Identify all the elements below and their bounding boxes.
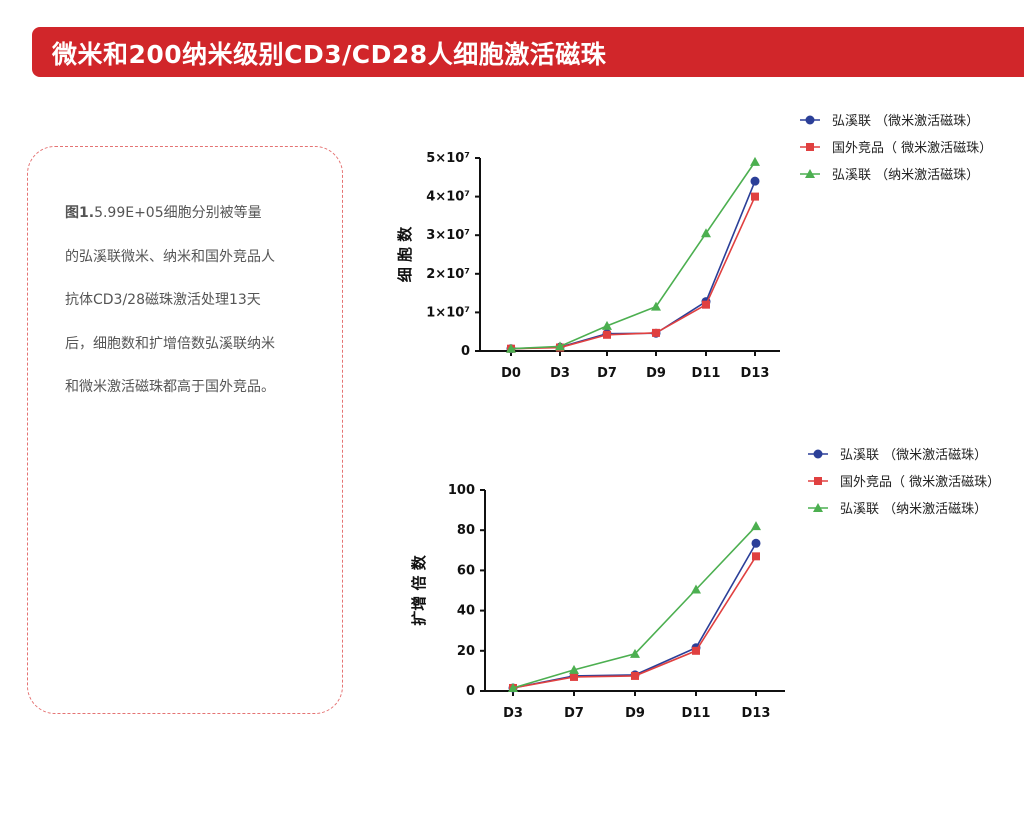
data-point	[602, 320, 612, 330]
data-point	[569, 664, 579, 674]
y-axis-label: 扩增 倍 数	[410, 554, 428, 625]
legend-label: 弘溪联 （微米激活磁珠）	[840, 448, 987, 463]
x-tick-label: D7	[597, 366, 617, 381]
data-point	[750, 156, 760, 166]
legend-label: 弘溪联 （纳米激活磁珠）	[832, 168, 979, 183]
y-tick-label: 5×10⁷	[426, 151, 470, 166]
data-point	[691, 584, 701, 594]
caption-prefix: 图1.	[65, 205, 95, 221]
cell-count-chart: 0 1×10⁷ 2×10⁷ 3×10⁷ 4×10⁷ 5×10⁷ D0 D3 D7 D9 D11 D13…	[396, 114, 992, 381]
x-tick-label: D9	[625, 706, 645, 721]
data-point	[752, 552, 760, 561]
data-point	[652, 328, 660, 337]
series-line	[512, 555, 757, 689]
data-point	[702, 300, 710, 309]
legend-marker	[813, 449, 823, 459]
legend-label: 国外竞品（ 微米激活磁珠）	[832, 140, 992, 156]
x-tick-label: D3	[503, 706, 523, 721]
data-point	[508, 682, 518, 692]
expansion-fold-chart: 0 20 40 60 80 100 D3 D7 D9 D11 D13 扩增 倍 数 弘溪联 （微米激活磁…	[410, 448, 1000, 721]
x-tick-label: D0	[501, 366, 521, 381]
data-point	[750, 176, 760, 186]
data-point	[570, 672, 578, 681]
data-point	[751, 521, 761, 531]
legend-label: 国外竞品（ 微米激活磁珠）	[840, 474, 1000, 490]
page-title: 微米和200纳米级别CD3/CD28人细胞激活磁珠	[52, 40, 607, 69]
series-line	[510, 196, 756, 350]
x-tick-label: D3	[550, 366, 570, 381]
x-tick-label: D11	[682, 706, 711, 721]
legend-marker	[805, 115, 815, 125]
figure-caption: 图1.5.99E+05细胞分别被等量的弘溪联微米、纳米和国外竞品人抗体CD3/2…	[65, 192, 275, 410]
y-tick-label: 0	[461, 344, 470, 359]
legend-label: 弘溪联 （微米激活磁珠）	[832, 114, 979, 129]
data-point	[630, 648, 640, 658]
y-tick-label: 20	[457, 644, 475, 659]
y-tick-label: 60	[457, 563, 475, 578]
x-tick-label: D7	[564, 706, 584, 721]
series-line	[510, 180, 756, 350]
y-tick-label: 3×10⁷	[426, 228, 470, 243]
data-point	[555, 341, 565, 351]
y-tick-label: 100	[448, 483, 475, 498]
y-tick-label: 2×10⁷	[426, 267, 470, 282]
data-point	[692, 646, 700, 655]
y-tick-label: 40	[457, 604, 475, 619]
data-point	[603, 330, 611, 339]
legend-marker	[805, 169, 815, 178]
data-point	[701, 228, 711, 238]
legend-marker	[806, 143, 814, 151]
data-point	[751, 192, 759, 201]
y-tick-label: 1×10⁷	[426, 305, 470, 320]
legend-marker	[813, 503, 823, 512]
legend-label: 弘溪联 （纳米激活磁珠）	[840, 502, 987, 517]
x-tick-label: D11	[692, 366, 721, 381]
data-point	[506, 343, 516, 353]
data-point	[631, 671, 639, 680]
y-tick-label: 0	[466, 684, 475, 699]
caption-body: 5.99E+05细胞分别被等量的弘溪联微米、纳米和国外竞品人抗体CD3/28磁珠…	[65, 205, 275, 395]
x-tick-label: D9	[646, 366, 666, 381]
x-tick-label: D13	[741, 366, 770, 381]
legend-marker	[814, 477, 822, 485]
y-axis-label: 细 胞 数	[396, 226, 414, 282]
caption-box	[27, 146, 343, 714]
series-line	[510, 161, 756, 350]
y-tick-label: 4×10⁷	[426, 190, 470, 205]
title-banner: 微米和200纳米级别CD3/CD28人细胞激活磁珠	[32, 27, 1024, 77]
x-tick-label: D13	[742, 706, 771, 721]
data-point	[651, 301, 661, 311]
y-tick-label: 80	[457, 523, 475, 538]
data-point	[751, 538, 761, 548]
